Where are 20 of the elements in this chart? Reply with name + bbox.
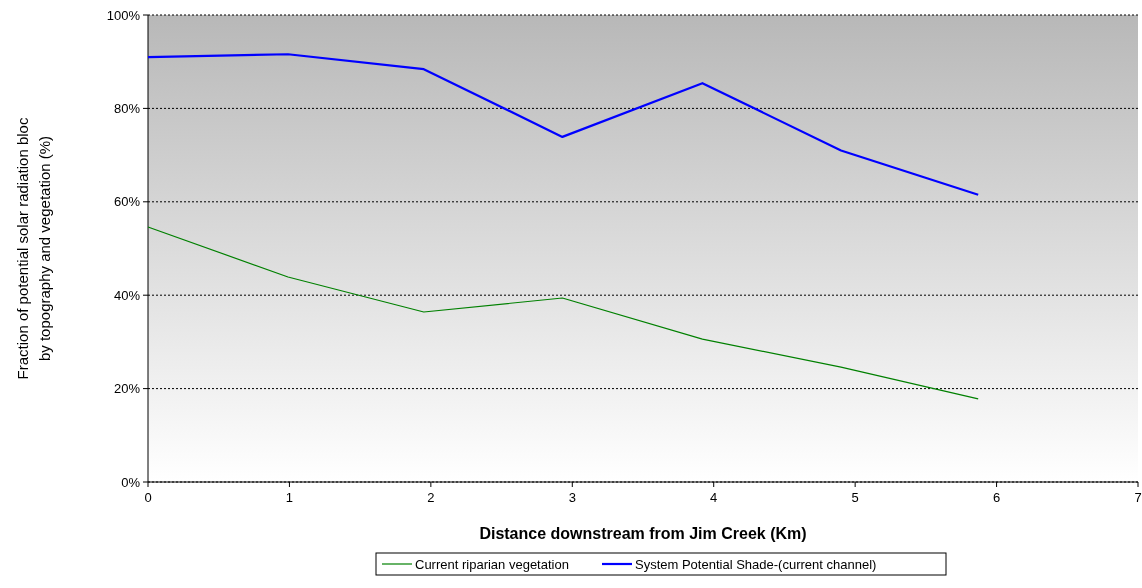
x-tick-label: 0 (144, 490, 152, 505)
y-tick-label: 20% (113, 381, 141, 397)
y-tick-label: 0% (121, 474, 141, 490)
x-tick-label: 2 (427, 490, 435, 505)
legend-label: Current riparian vegetation (415, 556, 569, 572)
x-tick-label: 4 (710, 490, 718, 505)
x-axis-title: Distance downstream from Jim Creek (Km) (479, 525, 807, 542)
y-tick-label: 100% (106, 7, 141, 23)
y-tick-label: 80% (113, 100, 141, 116)
x-tick-label: 7 (1134, 490, 1142, 505)
y-tick-label: 40% (113, 287, 141, 303)
x-tick-label: 6 (992, 490, 1001, 505)
y-tick-label: 60% (113, 194, 141, 210)
line-series (146, 53, 980, 196)
x-tick-label: 1 (285, 490, 294, 505)
y-axis-title: Fraction of potential solar radiation bloc by topography and vegetation (%) (14, 117, 53, 380)
line-series (147, 226, 979, 400)
x-tick-label: 3 (568, 490, 576, 505)
legend-label: System Potential Shade-(current channel) (635, 556, 877, 572)
x-tick-label: 5 (851, 490, 859, 505)
